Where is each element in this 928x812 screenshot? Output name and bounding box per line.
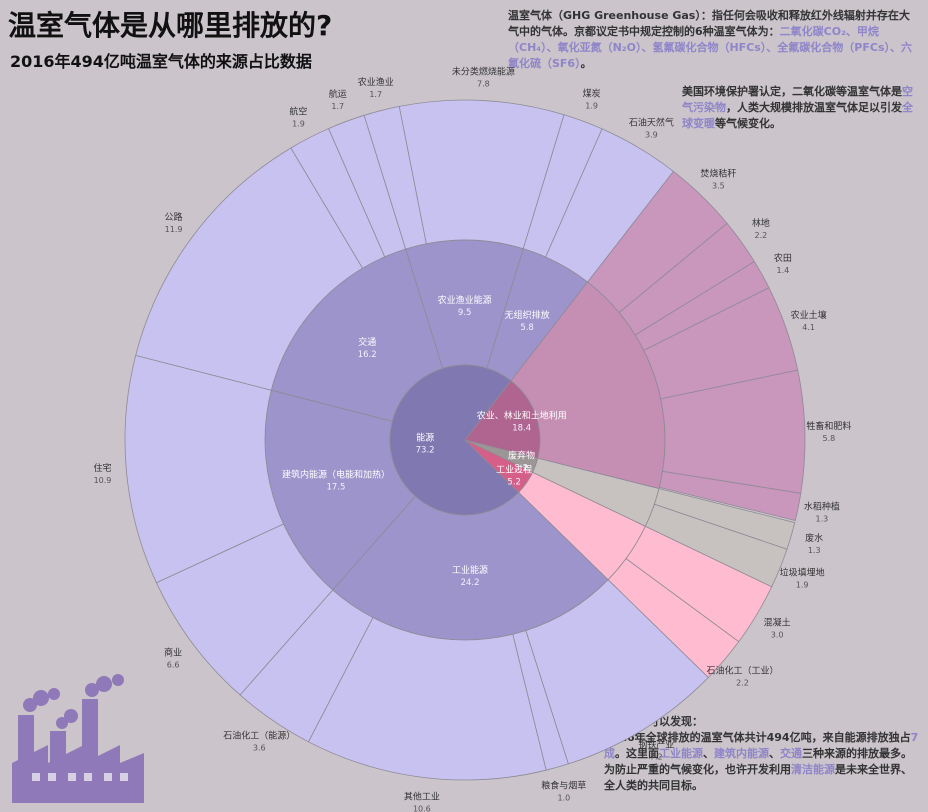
epa-note: 美国环境保护署认定，二氧化碳等温室气体是空气污染物，人类大规模排放温室气体足以引…	[682, 84, 922, 132]
epa-highlight-warming: 全球变暖	[682, 101, 913, 130]
混凝土-value: 3.0	[771, 630, 784, 639]
煤炭-value: 1.9	[585, 102, 598, 111]
能源-label: 能源	[416, 432, 434, 444]
未分类燃烧能源-value: 7.8	[477, 79, 490, 88]
石油化工能源-label: 石油化工（能源）	[223, 729, 295, 741]
交通-value: 16.2	[358, 350, 377, 360]
无组织排放-label: 无组织排放	[505, 309, 550, 321]
ghg-definition-note: 温室气体（GHG Greenhouse Gas）：指任何会吸收和释放红外线辐射并…	[508, 8, 920, 72]
conclusion-text-2: 。这里面	[615, 747, 659, 760]
牲畜和肥料-label: 牲畜和肥料	[806, 420, 851, 432]
chart-title: 温室气体是从哪里排放的?	[8, 9, 333, 42]
农田-label: 农田	[774, 252, 792, 264]
航运-label: 航运	[329, 88, 347, 100]
农业渔业-label: 农业渔业	[358, 76, 394, 88]
建筑内能源电能和加热-value: 17.5	[326, 483, 345, 493]
农业渔业-value: 1.7	[369, 90, 382, 99]
石油天然气-label: 石油天然气	[629, 116, 674, 128]
农业渔业能源-value: 9.5	[458, 308, 472, 318]
conclusion-highlight-industry: 工业能源	[659, 747, 703, 760]
无组织排放-value: 5.8	[520, 323, 534, 333]
factory-icon	[12, 674, 144, 803]
工业能源-value: 24.2	[461, 578, 480, 588]
牲畜和肥料-value: 5.8	[823, 434, 836, 443]
chart-subtitle: 2016年494亿吨温室气体的来源占比数据	[10, 52, 312, 71]
未分类燃烧能源-label: 未分类燃烧能源	[452, 65, 515, 77]
conclusion-sep-1: 、	[703, 747, 714, 760]
能源-value: 73.2	[416, 446, 435, 456]
住宅-label: 住宅	[93, 462, 111, 474]
废弃物-label: 废弃物	[508, 449, 535, 461]
农业土壤-label: 农业土壤	[791, 309, 827, 321]
conclusion-text-4: 是未来全世界、全人类的共同目标。	[604, 763, 912, 792]
农业林业和土地利用-label: 农业、林业和土地利用	[477, 409, 567, 421]
航空-value: 1.9	[292, 119, 305, 128]
石油化工工业-value: 2.2	[736, 679, 749, 688]
ghg-definition-end: 。	[580, 57, 592, 70]
水稻种植-value: 1.3	[816, 515, 829, 524]
混凝土-label: 混凝土	[764, 616, 791, 628]
钢铁产业-label: 钢铁产业	[638, 739, 674, 751]
水稻种植-label: 水稻种植	[804, 501, 840, 513]
粮食与烟草-label: 粮食与烟草	[541, 779, 586, 791]
交通-label: 交通	[358, 336, 376, 348]
钢铁产业-value: 7.2	[650, 753, 663, 762]
wedge-石油化工工业	[607, 558, 740, 679]
废水-value: 1.3	[808, 546, 821, 555]
conclusion-highlight-transport: 交通	[780, 747, 802, 760]
conclusion-highlight-buildings: 建筑内能源	[714, 747, 769, 760]
废弃物-value: 3.2	[515, 463, 529, 473]
航运-value: 1.7	[331, 102, 344, 111]
epa-highlight-pollutant: 空气污染物	[682, 85, 913, 114]
煤炭-label: 煤炭	[583, 88, 601, 100]
conclusion-highlight-70pct: 7成	[604, 731, 919, 760]
粮食与烟草-value: 1.0	[557, 793, 570, 802]
石油天然气-value: 3.9	[645, 130, 658, 139]
商业-value: 6.6	[167, 661, 180, 670]
建筑内能源电能和加热-label: 建筑内能源（电能和加热）	[282, 469, 390, 481]
住宅-value: 10.9	[94, 476, 112, 485]
工业能源-label: 工业能源	[452, 564, 488, 576]
石油化工能源-value: 3.6	[253, 743, 266, 752]
废水-label: 废水	[805, 532, 823, 544]
conclusion-sep-2: 、	[769, 747, 780, 760]
epa-text-1: 美国环境保护署认定，二氧化碳等温室气体是	[682, 85, 902, 98]
wedge-水稻种植	[658, 470, 802, 522]
农业土壤-value: 4.1	[802, 323, 815, 332]
农业林业和土地利用-value: 18.4	[512, 423, 531, 433]
农业渔业能源-label: 农业渔业能源	[438, 294, 492, 306]
ghg-definition-text: 温室气体（GHG Greenhouse Gas）：指任何会吸收和释放红外线辐射并…	[508, 9, 910, 38]
工业过程-value: 5.2	[507, 477, 521, 487]
epa-text-2: ，人类大规模排放温室气体足以引发	[726, 101, 902, 114]
石油化工工业-label: 石油化工（工业）	[706, 665, 778, 677]
conclusion-text-1: 2016年全球排放的温室气体共计494亿吨，来自能源排放独占	[604, 731, 911, 744]
林地-label: 林地	[752, 217, 770, 229]
工业过程-label: 工业过程	[496, 463, 532, 475]
焚烧秸秆-label: 焚烧秸秆	[700, 168, 736, 180]
公路-value: 11.9	[165, 225, 183, 234]
公路-label: 公路	[165, 211, 183, 223]
航空-label: 航空	[289, 105, 307, 117]
conclusion-text-3: 三种来源的排放最多。为防止严重的气候变化，也许开发利用	[604, 747, 912, 776]
conclusion-highlight-clean-energy: 清洁能源	[791, 763, 835, 776]
垃圾填埋地-label: 垃圾填埋地	[780, 566, 825, 578]
商业-label: 商业	[164, 647, 182, 659]
农田-value: 1.4	[777, 266, 790, 275]
ghg-gas-list: 二氧化碳CO₂、甲烷（CH₄）、氧化亚氮（N₂O）、氢氟碳化合物（HFCs）、全…	[508, 25, 913, 70]
epa-text-3: 等气候变化。	[715, 117, 781, 130]
垃圾填埋地-value: 1.9	[796, 580, 809, 589]
其他工业-label: 其他工业	[404, 790, 440, 802]
其他工业-value: 10.6	[413, 804, 431, 812]
林地-value: 2.2	[755, 231, 768, 240]
焚烧秸秆-value: 3.5	[712, 182, 725, 191]
